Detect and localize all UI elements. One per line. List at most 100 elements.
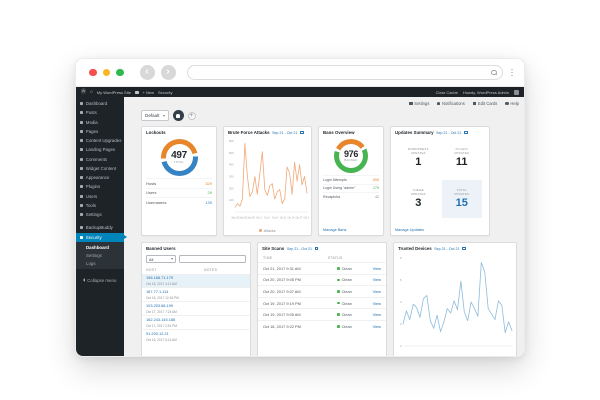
status-label: Clean bbox=[341, 265, 352, 271]
date-range[interactable]: Sep 21 - Oct 21 bbox=[436, 130, 462, 135]
sidebar-item-appearance[interactable]: Appearance bbox=[76, 173, 124, 182]
avatar[interactable] bbox=[514, 89, 519, 95]
button-label: Edit Cards bbox=[477, 101, 498, 106]
clear-cache-button[interactable]: Clear Cache bbox=[435, 89, 458, 95]
sidebar-subitem-settings[interactable]: Settings bbox=[86, 252, 102, 258]
howdy-account-link[interactable]: Howdy, WordPress Admin bbox=[462, 89, 509, 95]
updates-cell: THEME UPDATES 3 bbox=[398, 180, 439, 218]
sidebar-item-security[interactable]: Security bbox=[76, 232, 124, 242]
sidebar-subitem-logs[interactable]: Logs bbox=[86, 260, 96, 266]
scan-status: Clean bbox=[337, 289, 372, 294]
svg-text:400: 400 bbox=[229, 163, 234, 167]
sidebar-item-landing-pages[interactable]: Landing Pages bbox=[76, 145, 124, 154]
button-label: Notifications bbox=[442, 101, 465, 106]
date-range[interactable]: Sep 21 - Oct 21 bbox=[434, 246, 460, 251]
calendar-icon[interactable] bbox=[462, 246, 466, 251]
board-select[interactable]: Default bbox=[141, 110, 169, 121]
sidebar-item-settings[interactable]: Settings bbox=[76, 210, 124, 219]
sidebar-item-label: Security bbox=[85, 234, 102, 240]
minimize-window-button[interactable] bbox=[102, 68, 110, 77]
view-scan-link[interactable]: View bbox=[372, 300, 381, 306]
banned-user-row[interactable]: 91.200.12.21 Oct 16, 2017 6:14 AM bbox=[142, 329, 250, 343]
banned-date: Oct 17, 2017 2:51 PM bbox=[146, 323, 178, 328]
notification-center-button[interactable] bbox=[172, 110, 184, 121]
sidebar-item-widget-content[interactable]: Widget Content bbox=[76, 164, 124, 173]
updates-cell-label: THEME UPDATES bbox=[410, 188, 426, 196]
sidebar-item-posts[interactable]: Posts bbox=[76, 108, 124, 117]
manage-updates-link[interactable]: Manage Updates bbox=[395, 228, 424, 232]
calendar-icon[interactable] bbox=[299, 130, 304, 135]
view-scan-link[interactable]: View bbox=[372, 312, 381, 318]
svg-text:Oct 11: Oct 11 bbox=[280, 217, 287, 220]
manage-bans-link[interactable]: Manage Bans bbox=[323, 228, 347, 232]
zoom-window-button[interactable] bbox=[116, 68, 124, 77]
sidebar-subitem-dashboard[interactable]: Dashboard bbox=[86, 244, 109, 250]
banned-user-row[interactable]: 187.77.1.114 Oct 18, 2017 12:18 PM bbox=[142, 287, 250, 301]
banned-user-row[interactable]: 196.168.71.179 Oct 18, 2017 4:12 AM bbox=[142, 273, 250, 288]
status-label: Clean bbox=[341, 323, 352, 329]
edit-cards-button[interactable]: Edit Cards bbox=[472, 101, 498, 106]
comments-icon[interactable] bbox=[134, 90, 139, 94]
banned-user-row[interactable]: 103.203.68.199 Oct 17, 2017 7:24 AM bbox=[142, 301, 250, 315]
updates-cell: WORDPRESS UPDATES 1 bbox=[398, 139, 439, 177]
banned-user-row[interactable]: 162.243.145.188 Oct 17, 2017 2:51 PM bbox=[142, 315, 250, 329]
banned-users-card: Banned Users All HOST NOTES bbox=[141, 242, 251, 356]
help-button[interactable]: Help bbox=[505, 101, 519, 106]
url-bar[interactable] bbox=[186, 65, 504, 80]
banned-host-link[interactable]: 103.203.68.199 bbox=[146, 303, 174, 309]
banned-users-search-input[interactable] bbox=[179, 255, 246, 263]
close-window-button[interactable] bbox=[89, 68, 97, 77]
stat-row: Login Attempts 659 bbox=[323, 175, 379, 184]
updates-cell-label: TOTAL UPDATES bbox=[454, 188, 470, 196]
view-scan-link[interactable]: View bbox=[372, 277, 381, 283]
scan-status: Clean bbox=[337, 266, 372, 271]
date-range[interactable]: Sep 21 - Oct 21 bbox=[286, 246, 312, 251]
calendar-icon[interactable] bbox=[314, 246, 319, 251]
sidebar-item-comments[interactable]: Comments bbox=[76, 155, 124, 164]
view-scan-link[interactable]: View bbox=[372, 323, 381, 329]
site-scans-rows: Oct 21, 2017 9:31 AM Clean View Oct 20, 201… bbox=[258, 262, 386, 332]
sidebar-item-label: Dashboard bbox=[85, 101, 108, 107]
banned-host-link[interactable]: 187.77.1.114 bbox=[146, 289, 169, 295]
home-icon: ⌂ bbox=[90, 88, 93, 94]
banned-host-link[interactable]: 162.243.145.188 bbox=[146, 317, 176, 323]
search-icon[interactable] bbox=[491, 69, 497, 76]
banned-date: Oct 18, 2017 12:18 PM bbox=[146, 295, 179, 300]
appearance-icon bbox=[80, 176, 84, 180]
lockouts-total: 497 bbox=[171, 149, 187, 161]
view-scan-link[interactable]: View bbox=[372, 288, 381, 294]
banned-host-link[interactable]: 91.200.12.21 bbox=[146, 331, 169, 337]
sidebar-item-users[interactable]: Users bbox=[76, 192, 124, 201]
settings-button[interactable]: Settings bbox=[409, 101, 429, 106]
banned-host-link[interactable]: 196.168.71.179 bbox=[146, 275, 174, 281]
calendar-icon[interactable] bbox=[463, 130, 468, 135]
status-dot-icon bbox=[337, 301, 340, 305]
site-scan-row: Oct 19, 2017 9:19 PM Clean View bbox=[258, 296, 386, 309]
attacks-legend-dot bbox=[259, 229, 262, 232]
wordpress-logo-icon[interactable]: Ⓦ bbox=[81, 88, 87, 95]
browser-menu-icon[interactable] bbox=[511, 68, 513, 77]
content-upgrades-icon bbox=[80, 139, 84, 143]
date-range[interactable]: Sep 21 - Oct 21 bbox=[272, 130, 298, 135]
site-name-link[interactable]: My WordPress Site bbox=[96, 89, 131, 95]
sidebar-item-tools[interactable]: Tools bbox=[76, 201, 124, 210]
sidebar-item-dashboard[interactable]: Dashboard bbox=[76, 99, 124, 108]
sidebar-item-media[interactable]: Media bbox=[76, 118, 124, 127]
banned-users-filter-select[interactable]: All bbox=[146, 255, 176, 263]
sidebar-item-pages[interactable]: Pages bbox=[76, 127, 124, 136]
pin-icon bbox=[80, 111, 84, 115]
add-card-button[interactable]: + bbox=[187, 111, 196, 120]
new-content-button[interactable]: + New bbox=[142, 89, 154, 95]
sidebar-item-plugins[interactable]: Plugins bbox=[76, 182, 124, 191]
forward-button[interactable]: › bbox=[160, 65, 176, 80]
stat-value: 139 bbox=[205, 199, 212, 205]
site-scan-row: Oct 18, 2017 9:22 PM Clean View bbox=[258, 319, 386, 332]
sidebar-item-backupbuddy[interactable]: BackupBuddy bbox=[76, 223, 124, 232]
view-scan-link[interactable]: View bbox=[372, 265, 381, 271]
screen-options-bar: Settings Notifications Edit Cards Help bbox=[141, 99, 519, 108]
back-button[interactable]: ‹ bbox=[139, 65, 155, 80]
collapse-menu-button[interactable]: Collapse menu bbox=[76, 275, 124, 285]
sidebar-item-content-upgrades[interactable]: Content Upgrades bbox=[76, 136, 124, 145]
scan-time: Oct 19, 2017 9:05 AM bbox=[263, 312, 301, 318]
notifications-button[interactable]: Notifications bbox=[437, 101, 465, 106]
